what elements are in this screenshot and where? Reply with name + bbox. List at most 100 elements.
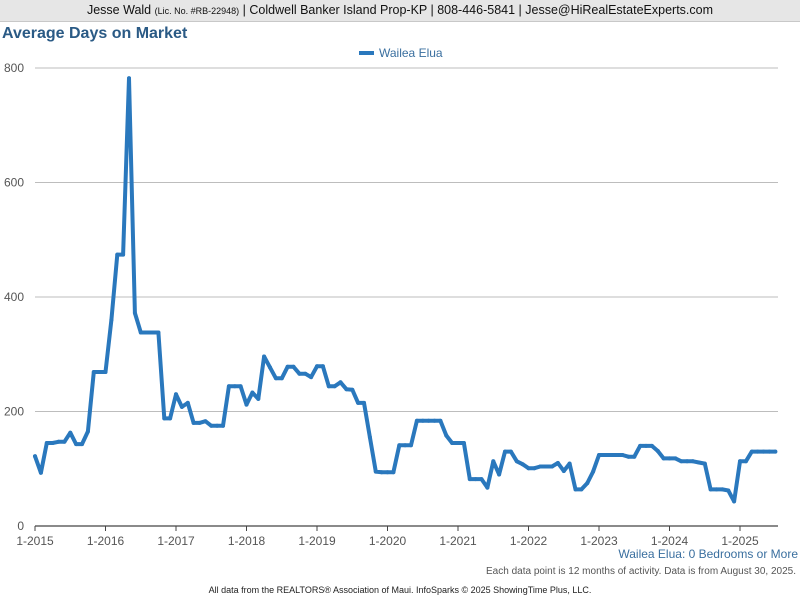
- data-point[interactable]: [567, 461, 572, 466]
- data-point[interactable]: [608, 453, 613, 457]
- data-point[interactable]: [197, 420, 202, 425]
- data-point[interactable]: [80, 442, 84, 447]
- data-point[interactable]: [691, 459, 695, 464]
- data-point[interactable]: [602, 453, 607, 457]
- data-point[interactable]: [132, 311, 137, 315]
- data-point[interactable]: [444, 433, 449, 438]
- data-point[interactable]: [62, 439, 67, 444]
- data-point[interactable]: [68, 430, 73, 435]
- data-point[interactable]: [379, 470, 384, 475]
- data-point[interactable]: [503, 449, 507, 454]
- data-point[interactable]: [109, 317, 114, 322]
- data-point[interactable]: [591, 469, 596, 474]
- data-point[interactable]: [138, 330, 143, 335]
- data-point[interactable]: [221, 423, 225, 428]
- data-point[interactable]: [432, 418, 437, 423]
- data-point[interactable]: [685, 459, 690, 464]
- data-point[interactable]: [309, 375, 314, 380]
- data-point[interactable]: [127, 76, 131, 81]
- data-point[interactable]: [743, 459, 748, 464]
- data-point[interactable]: [320, 364, 325, 369]
- data-point[interactable]: [103, 370, 108, 374]
- data-point[interactable]: [767, 449, 772, 454]
- data-point[interactable]: [708, 487, 713, 492]
- data-point[interactable]: [714, 487, 719, 492]
- data-point[interactable]: [97, 370, 102, 374]
- data-point[interactable]: [755, 449, 760, 454]
- data-point[interactable]: [420, 418, 425, 423]
- data-point[interactable]: [461, 441, 466, 445]
- data-point[interactable]: [644, 443, 648, 448]
- data-point[interactable]: [232, 384, 237, 389]
- data-point[interactable]: [162, 416, 167, 421]
- data-point[interactable]: [702, 461, 707, 466]
- data-point[interactable]: [532, 466, 537, 471]
- data-point[interactable]: [485, 485, 490, 490]
- data-point[interactable]: [91, 370, 96, 374]
- data-point[interactable]: [338, 380, 343, 385]
- data-point[interactable]: [467, 477, 472, 482]
- data-point[interactable]: [74, 442, 79, 447]
- data-point[interactable]: [244, 402, 249, 407]
- data-point[interactable]: [168, 416, 173, 421]
- data-point[interactable]: [121, 252, 126, 257]
- data-point[interactable]: [391, 470, 396, 475]
- data-point[interactable]: [285, 364, 290, 369]
- data-point[interactable]: [191, 420, 196, 425]
- data-point[interactable]: [732, 499, 737, 504]
- data-point[interactable]: [268, 365, 272, 370]
- data-point[interactable]: [526, 466, 531, 471]
- data-point[interactable]: [544, 464, 549, 469]
- data-point[interactable]: [632, 454, 637, 459]
- data-point[interactable]: [156, 330, 161, 335]
- data-point[interactable]: [144, 330, 149, 335]
- data-point[interactable]: [620, 453, 625, 457]
- data-point[interactable]: [226, 384, 231, 389]
- data-point[interactable]: [450, 441, 455, 445]
- data-point[interactable]: [185, 400, 190, 405]
- data-point[interactable]: [649, 443, 654, 448]
- data-point[interactable]: [761, 449, 766, 454]
- data-point[interactable]: [38, 470, 43, 475]
- data-point[interactable]: [720, 487, 725, 492]
- data-point[interactable]: [238, 384, 243, 389]
- data-point[interactable]: [373, 469, 378, 474]
- data-point[interactable]: [749, 449, 754, 454]
- data-point[interactable]: [597, 453, 601, 457]
- data-point[interactable]: [350, 387, 355, 392]
- data-point[interactable]: [397, 443, 402, 448]
- data-point[interactable]: [209, 423, 214, 428]
- data-point[interactable]: [256, 396, 261, 401]
- data-point[interactable]: [56, 439, 61, 444]
- data-point[interactable]: [315, 364, 319, 369]
- data-point[interactable]: [655, 449, 660, 453]
- data-point[interactable]: [297, 371, 302, 376]
- data-point[interactable]: [479, 477, 484, 482]
- data-point[interactable]: [273, 376, 278, 381]
- data-point[interactable]: [367, 435, 372, 440]
- data-point[interactable]: [726, 488, 731, 493]
- data-point[interactable]: [679, 459, 684, 464]
- data-point[interactable]: [438, 418, 443, 423]
- data-point[interactable]: [33, 454, 37, 459]
- data-point[interactable]: [673, 456, 678, 461]
- data-point[interactable]: [150, 330, 155, 335]
- data-point[interactable]: [497, 472, 502, 477]
- data-point[interactable]: [362, 400, 366, 405]
- data-point[interactable]: [291, 364, 296, 369]
- data-point[interactable]: [215, 423, 220, 428]
- data-point[interactable]: [585, 481, 590, 486]
- data-point[interactable]: [456, 441, 460, 445]
- data-point[interactable]: [50, 441, 55, 445]
- data-point[interactable]: [426, 418, 431, 423]
- data-point[interactable]: [696, 460, 701, 465]
- data-point[interactable]: [409, 443, 413, 448]
- data-point[interactable]: [279, 376, 284, 381]
- data-point[interactable]: [250, 390, 255, 395]
- data-point[interactable]: [773, 449, 778, 454]
- data-point[interactable]: [638, 443, 643, 448]
- data-point[interactable]: [550, 464, 554, 469]
- data-point[interactable]: [514, 459, 519, 464]
- data-point[interactable]: [179, 404, 184, 409]
- data-point[interactable]: [508, 449, 513, 454]
